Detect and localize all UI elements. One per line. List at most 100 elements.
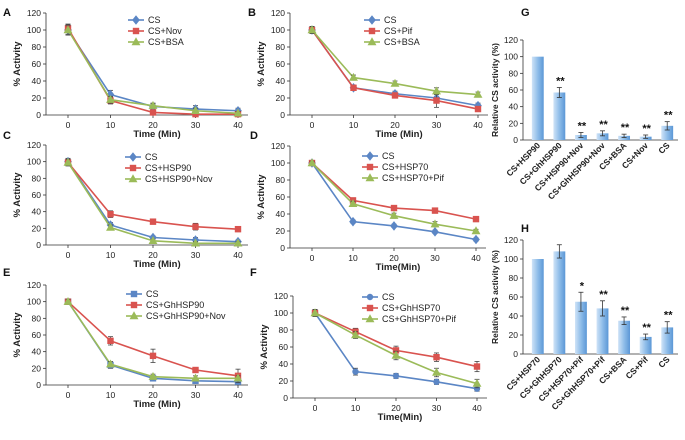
data-point (149, 109, 157, 116)
y-tick-label: 120 (27, 140, 41, 150)
chart-panel-c: C 0 20 40 60 80 100 120 0 10 20 30 40 Time (Min) % Act… (3, 130, 248, 270)
series-cs-ghhsp90-nov (63, 296, 243, 382)
y-tick-label: 120 (271, 141, 285, 151)
data-point (391, 92, 399, 99)
legend-entry: CS+HSP90+Nov (125, 174, 213, 184)
x-tick-label: 0 (66, 250, 71, 260)
legend-entry: CS (125, 152, 158, 162)
data-point (433, 97, 440, 104)
y-tick-label: 40 (276, 76, 286, 86)
x-tick-label: 10 (106, 250, 116, 260)
x-tick-label: 40 (471, 253, 481, 263)
bar (661, 327, 674, 354)
legend-label: CS (384, 15, 397, 25)
significance-label: ** (556, 76, 565, 88)
y-axis-title: % Activity (256, 41, 267, 87)
legend-marker (366, 163, 374, 171)
y-axis-title: % Activity (12, 41, 23, 87)
y-tick-label: 60 (32, 190, 42, 200)
legend-entry: CS (126, 289, 159, 299)
x-tick-label: 30 (432, 120, 442, 130)
panel-label: F (250, 267, 257, 279)
legend-label: CS+HSP70+Pif (382, 173, 445, 183)
data-point (233, 108, 243, 117)
x-tick-label: 10 (349, 120, 359, 130)
series-cs-ghhsp70-pif (310, 308, 482, 389)
legend-label: CS (382, 292, 395, 302)
bar (553, 251, 566, 354)
panel-label: G (521, 7, 530, 19)
significance-label: ** (621, 305, 630, 317)
data-point (433, 378, 440, 386)
legend-marker (368, 27, 376, 35)
data-point (473, 363, 481, 370)
x-tick-label: 0 (310, 120, 315, 130)
category-label: CS (656, 354, 672, 370)
series-cs-hsp70-pif (307, 158, 481, 235)
y-tick-label: 80 (509, 68, 519, 78)
y-axis-title: Relative CS activity (%) (490, 250, 500, 344)
x-axis-title: Time(Min) (376, 262, 421, 273)
legend-marker (132, 15, 140, 25)
y-tick-label: 20 (279, 376, 289, 386)
legend-entry: CS+BSA (364, 37, 420, 47)
y-tick-label: 100 (271, 25, 285, 35)
x-tick-label: 40 (233, 250, 243, 260)
bar (618, 135, 631, 140)
y-tick-label: 60 (509, 85, 519, 95)
significance-label: ** (664, 110, 673, 122)
data-point (349, 216, 357, 227)
y-axis-title: % Activity (12, 172, 23, 218)
y-tick-label: 40 (32, 207, 42, 217)
y-tick-label: 120 (504, 235, 518, 245)
y-tick-label: 120 (27, 8, 41, 18)
x-tick-label: 30 (191, 390, 201, 400)
bar (531, 56, 544, 140)
y-tick-label: 20 (276, 226, 286, 236)
legend-marker (365, 173, 375, 182)
x-tick-label: 20 (148, 120, 158, 130)
data-point (390, 78, 400, 87)
x-axis-title: Time (Min) (133, 259, 180, 270)
bar (618, 320, 631, 354)
chart-panel-h: H 0 20 40 60 80 100 120 Relative CS activity (%)… (490, 223, 678, 412)
data-point (430, 219, 440, 228)
legend-marker (132, 27, 140, 35)
legend-marker (366, 304, 374, 312)
y-tick-label: 100 (504, 254, 518, 264)
y-axis-title: Relative CS activity (%) (490, 43, 500, 137)
legend-label: CS+HSP70 (382, 162, 428, 172)
legend-label: CS+GhHSP90 (146, 300, 204, 310)
data-point (472, 378, 482, 387)
y-axis-title: % Activity (259, 324, 270, 370)
legend-label: CS (146, 289, 159, 299)
data-point (472, 215, 480, 223)
legend-marker (129, 311, 139, 320)
x-tick-label: 10 (106, 390, 116, 400)
x-tick-label: 20 (148, 250, 158, 260)
y-tick-label: 40 (32, 347, 42, 357)
y-tick-label: 80 (509, 273, 519, 283)
legend-marker (365, 314, 375, 323)
y-tick-label: 60 (276, 192, 286, 202)
legend-entry: CS (128, 15, 161, 25)
y-tick-label: 0 (513, 135, 518, 145)
x-tick-label: 20 (391, 403, 401, 413)
data-point (192, 223, 199, 230)
x-tick-label: 20 (390, 120, 400, 130)
panel-label: D (250, 130, 258, 142)
y-tick-label: 120 (274, 291, 288, 301)
x-tick-label: 0 (66, 390, 71, 400)
y-tick-label: 0 (36, 380, 41, 390)
data-point (433, 354, 440, 361)
y-tick-label: 60 (279, 342, 289, 352)
y-tick-label: 60 (32, 330, 42, 340)
legend-label: CS+HSP90 (145, 163, 191, 173)
y-tick-label: 100 (504, 52, 518, 62)
legend-marker (366, 151, 374, 161)
panel-label: C (3, 130, 11, 142)
data-point (392, 372, 400, 380)
data-point (233, 373, 243, 382)
data-point (148, 100, 158, 109)
data-point (191, 106, 200, 114)
